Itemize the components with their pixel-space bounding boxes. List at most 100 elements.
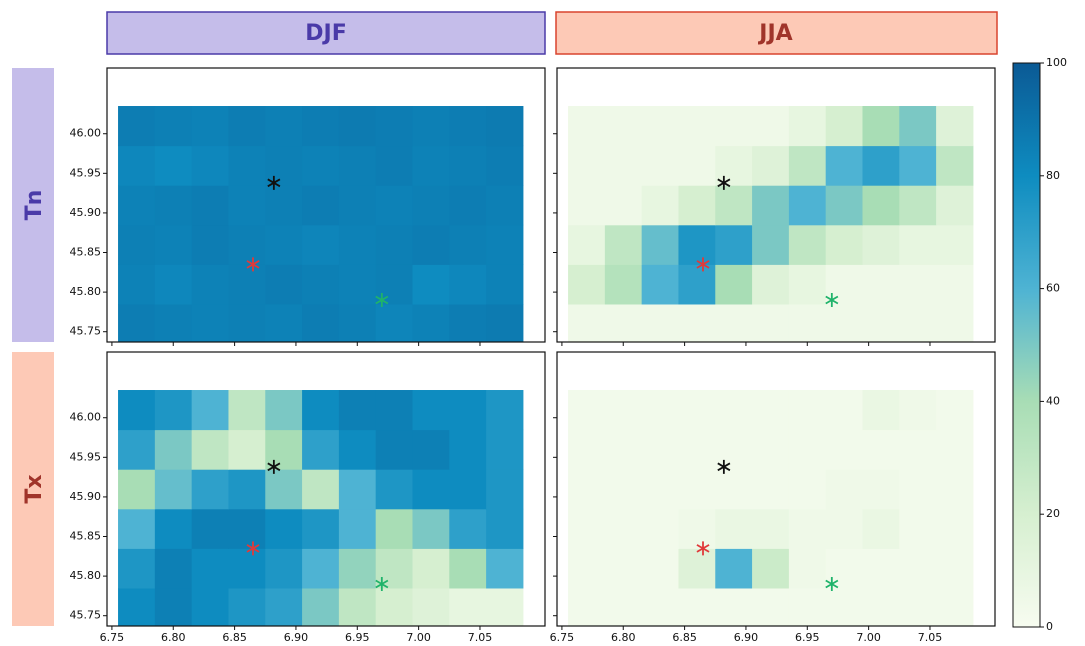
cell bbox=[154, 469, 193, 510]
cell bbox=[302, 548, 340, 589]
row-header: Tn bbox=[22, 190, 47, 221]
x-tick-label: 6.80 bbox=[161, 631, 186, 644]
cell bbox=[228, 548, 266, 589]
cell bbox=[788, 224, 827, 265]
cell bbox=[191, 469, 229, 510]
cell bbox=[191, 145, 229, 186]
x-tick-label: 6.75 bbox=[550, 631, 575, 644]
marker bbox=[717, 175, 731, 190]
cell bbox=[338, 587, 377, 626]
marker bbox=[696, 541, 710, 556]
cell bbox=[715, 587, 753, 626]
cell bbox=[641, 106, 679, 147]
cell bbox=[375, 508, 413, 549]
colorbar-tick-label: 40 bbox=[1046, 394, 1060, 407]
y-tick-label: 45.90 bbox=[70, 206, 102, 219]
cell bbox=[678, 185, 716, 226]
cell bbox=[788, 548, 827, 589]
cell bbox=[825, 185, 863, 226]
cell bbox=[788, 303, 827, 342]
cell bbox=[568, 106, 606, 147]
row-header-box bbox=[12, 352, 54, 626]
cell bbox=[899, 303, 937, 342]
column-header: DJF bbox=[305, 21, 346, 46]
cell bbox=[641, 469, 679, 510]
cell bbox=[752, 224, 790, 265]
x-tick-label: 6.90 bbox=[734, 631, 759, 644]
cell bbox=[228, 185, 266, 226]
cell bbox=[936, 106, 974, 147]
x-tick-label: 6.95 bbox=[795, 631, 820, 644]
column-header-box bbox=[555, 11, 998, 55]
cell bbox=[715, 145, 753, 186]
cell bbox=[604, 469, 643, 510]
cell bbox=[154, 548, 193, 589]
cell bbox=[412, 429, 450, 470]
cell bbox=[486, 264, 524, 305]
y-tick-label: 46.00 bbox=[70, 411, 102, 424]
cell bbox=[678, 303, 716, 342]
cell bbox=[412, 508, 450, 549]
cell bbox=[641, 264, 679, 305]
cell bbox=[899, 145, 937, 186]
cell bbox=[715, 224, 753, 265]
cell bbox=[825, 587, 863, 626]
cell bbox=[265, 303, 303, 342]
cell bbox=[375, 224, 413, 265]
y-tick-label: 45.75 bbox=[70, 609, 102, 622]
cell bbox=[228, 429, 266, 470]
cell bbox=[862, 390, 900, 431]
y-tick-label: 45.80 bbox=[70, 569, 102, 582]
cell bbox=[302, 145, 340, 186]
cell bbox=[449, 469, 487, 510]
marker bbox=[375, 293, 389, 308]
cell bbox=[449, 548, 487, 589]
cell bbox=[899, 508, 937, 549]
cell bbox=[568, 264, 606, 305]
colorbar-tick-label: 0 bbox=[1046, 620, 1053, 633]
cell bbox=[678, 508, 716, 549]
cell bbox=[862, 548, 900, 589]
cell bbox=[375, 303, 413, 342]
cell bbox=[265, 390, 303, 431]
marker bbox=[375, 577, 389, 592]
cell bbox=[752, 548, 790, 589]
cell bbox=[752, 106, 790, 147]
marker bbox=[267, 175, 281, 190]
cell bbox=[265, 224, 303, 265]
cell bbox=[228, 587, 266, 626]
cell bbox=[899, 224, 937, 265]
cell bbox=[412, 469, 450, 510]
cell bbox=[825, 469, 863, 510]
cell bbox=[568, 224, 606, 265]
y-tick-label: 45.90 bbox=[70, 490, 102, 503]
cell bbox=[449, 185, 487, 226]
cell bbox=[568, 429, 606, 470]
cell bbox=[412, 390, 450, 431]
x-tick-label: 6.75 bbox=[100, 631, 125, 644]
cell bbox=[678, 224, 716, 265]
cell bbox=[486, 508, 524, 549]
cell bbox=[752, 390, 790, 431]
cell bbox=[678, 469, 716, 510]
column-header-box bbox=[106, 11, 546, 55]
cell bbox=[678, 264, 716, 305]
heatmap bbox=[568, 390, 974, 626]
cell bbox=[265, 264, 303, 305]
cell bbox=[825, 429, 863, 470]
cell bbox=[338, 264, 377, 305]
marker bbox=[246, 257, 260, 272]
heatmap bbox=[118, 390, 524, 626]
cell bbox=[899, 264, 937, 305]
y-tick-label: 45.85 bbox=[70, 246, 102, 259]
cell bbox=[375, 469, 413, 510]
cell bbox=[862, 185, 900, 226]
marker bbox=[825, 577, 839, 592]
cell bbox=[118, 508, 156, 549]
cell bbox=[568, 508, 606, 549]
cell bbox=[752, 185, 790, 226]
row-header-box bbox=[12, 68, 54, 342]
cell bbox=[936, 587, 974, 626]
cell bbox=[154, 185, 193, 226]
